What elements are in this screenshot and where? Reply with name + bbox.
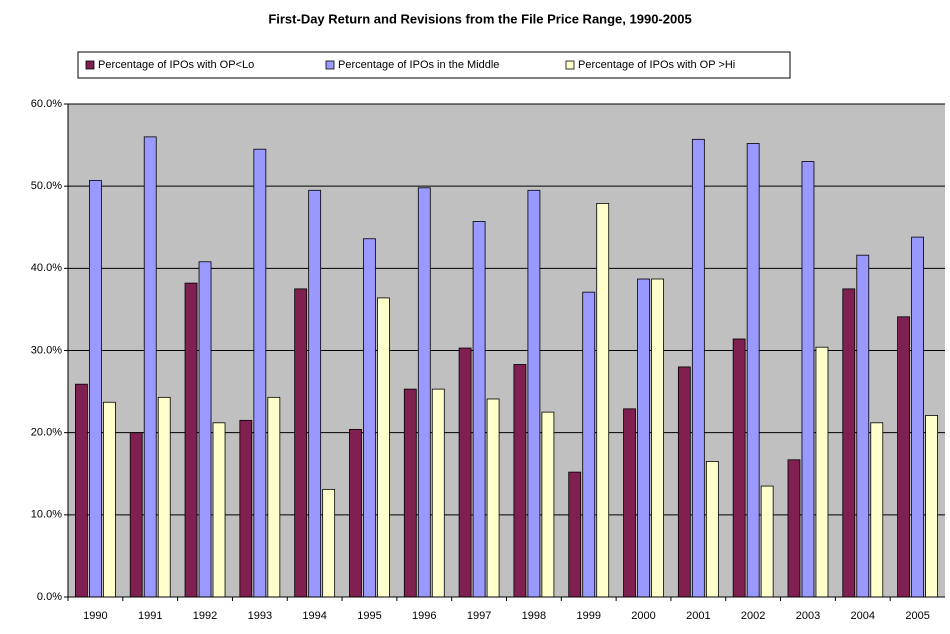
bar [897, 316, 910, 598]
bar [801, 161, 815, 598]
bar [746, 143, 760, 598]
bar [103, 401, 116, 598]
bar [267, 396, 281, 598]
bar [322, 488, 336, 598]
bar [541, 411, 555, 598]
bar [856, 254, 870, 598]
bar [568, 471, 582, 598]
bar [472, 221, 486, 598]
legend-label: Percentage of IPOs in the Middle [338, 59, 499, 71]
legend-swatch [565, 60, 575, 70]
bar [129, 432, 143, 598]
bar [527, 189, 541, 598]
bar [842, 288, 856, 598]
bar [760, 485, 774, 598]
x-tick-label: 1993 [248, 610, 272, 622]
bar [198, 261, 212, 598]
x-tick-label: 1992 [193, 610, 217, 622]
x-tick-label: 1990 [83, 610, 107, 622]
y-tick-label: 50.0% [31, 180, 62, 192]
bar [911, 236, 924, 598]
bar [623, 408, 636, 598]
x-tick-label: 1995 [357, 610, 381, 622]
bar [294, 288, 308, 598]
bar [75, 383, 88, 598]
bar [431, 388, 445, 598]
y-tick-label: 20.0% [31, 427, 62, 439]
bar [458, 347, 472, 598]
bar [596, 203, 610, 598]
y-tick-label: 30.0% [31, 344, 62, 356]
bar [651, 278, 664, 598]
bar [787, 459, 801, 598]
bar [637, 278, 650, 598]
bar [253, 148, 267, 598]
x-tick-label: 1991 [138, 610, 162, 622]
bar [363, 238, 376, 598]
bar [239, 419, 253, 598]
bar [677, 366, 691, 598]
bar [582, 291, 596, 598]
legend-label: Percentage of IPOs with OP<Lo [98, 59, 254, 71]
x-tick-label: 1998 [522, 610, 546, 622]
legend-box [77, 51, 791, 79]
bar [732, 338, 746, 598]
bar [705, 461, 719, 598]
legend-label: Percentage of IPOs with OP >Hi [578, 59, 735, 71]
bar [143, 136, 157, 598]
y-tick-label: 60.0% [31, 98, 62, 110]
x-tick-label: 1999 [576, 610, 600, 622]
x-tick-label: 2005 [905, 610, 929, 622]
x-tick-label: 1994 [302, 610, 326, 622]
x-tick-label: 1996 [412, 610, 436, 622]
x-tick-label: 2000 [631, 610, 655, 622]
chart-title: First-Day Return and Revisions from the … [268, 11, 691, 26]
bar [513, 364, 527, 598]
bar [870, 422, 884, 598]
bar [157, 396, 171, 598]
y-tick-label: 0.0% [37, 591, 62, 603]
bar [486, 398, 500, 598]
bar [308, 189, 322, 598]
bar [691, 138, 705, 598]
x-tick-label: 2003 [796, 610, 820, 622]
x-tick-label: 2001 [686, 610, 710, 622]
bar [925, 415, 938, 598]
bar [349, 428, 362, 598]
x-tick-label: 2002 [741, 610, 765, 622]
bar [184, 282, 198, 598]
y-tick-label: 10.0% [31, 509, 62, 521]
x-tick-label: 2004 [851, 610, 875, 622]
legend-swatch [85, 60, 95, 70]
bar [212, 422, 226, 598]
bar [417, 187, 431, 598]
bar [815, 346, 829, 598]
bar [377, 297, 390, 598]
legend-swatch [325, 60, 335, 70]
y-tick-label: 40.0% [31, 262, 62, 274]
x-tick-label: 1997 [467, 610, 491, 622]
bar [89, 180, 102, 598]
bar [403, 388, 417, 598]
